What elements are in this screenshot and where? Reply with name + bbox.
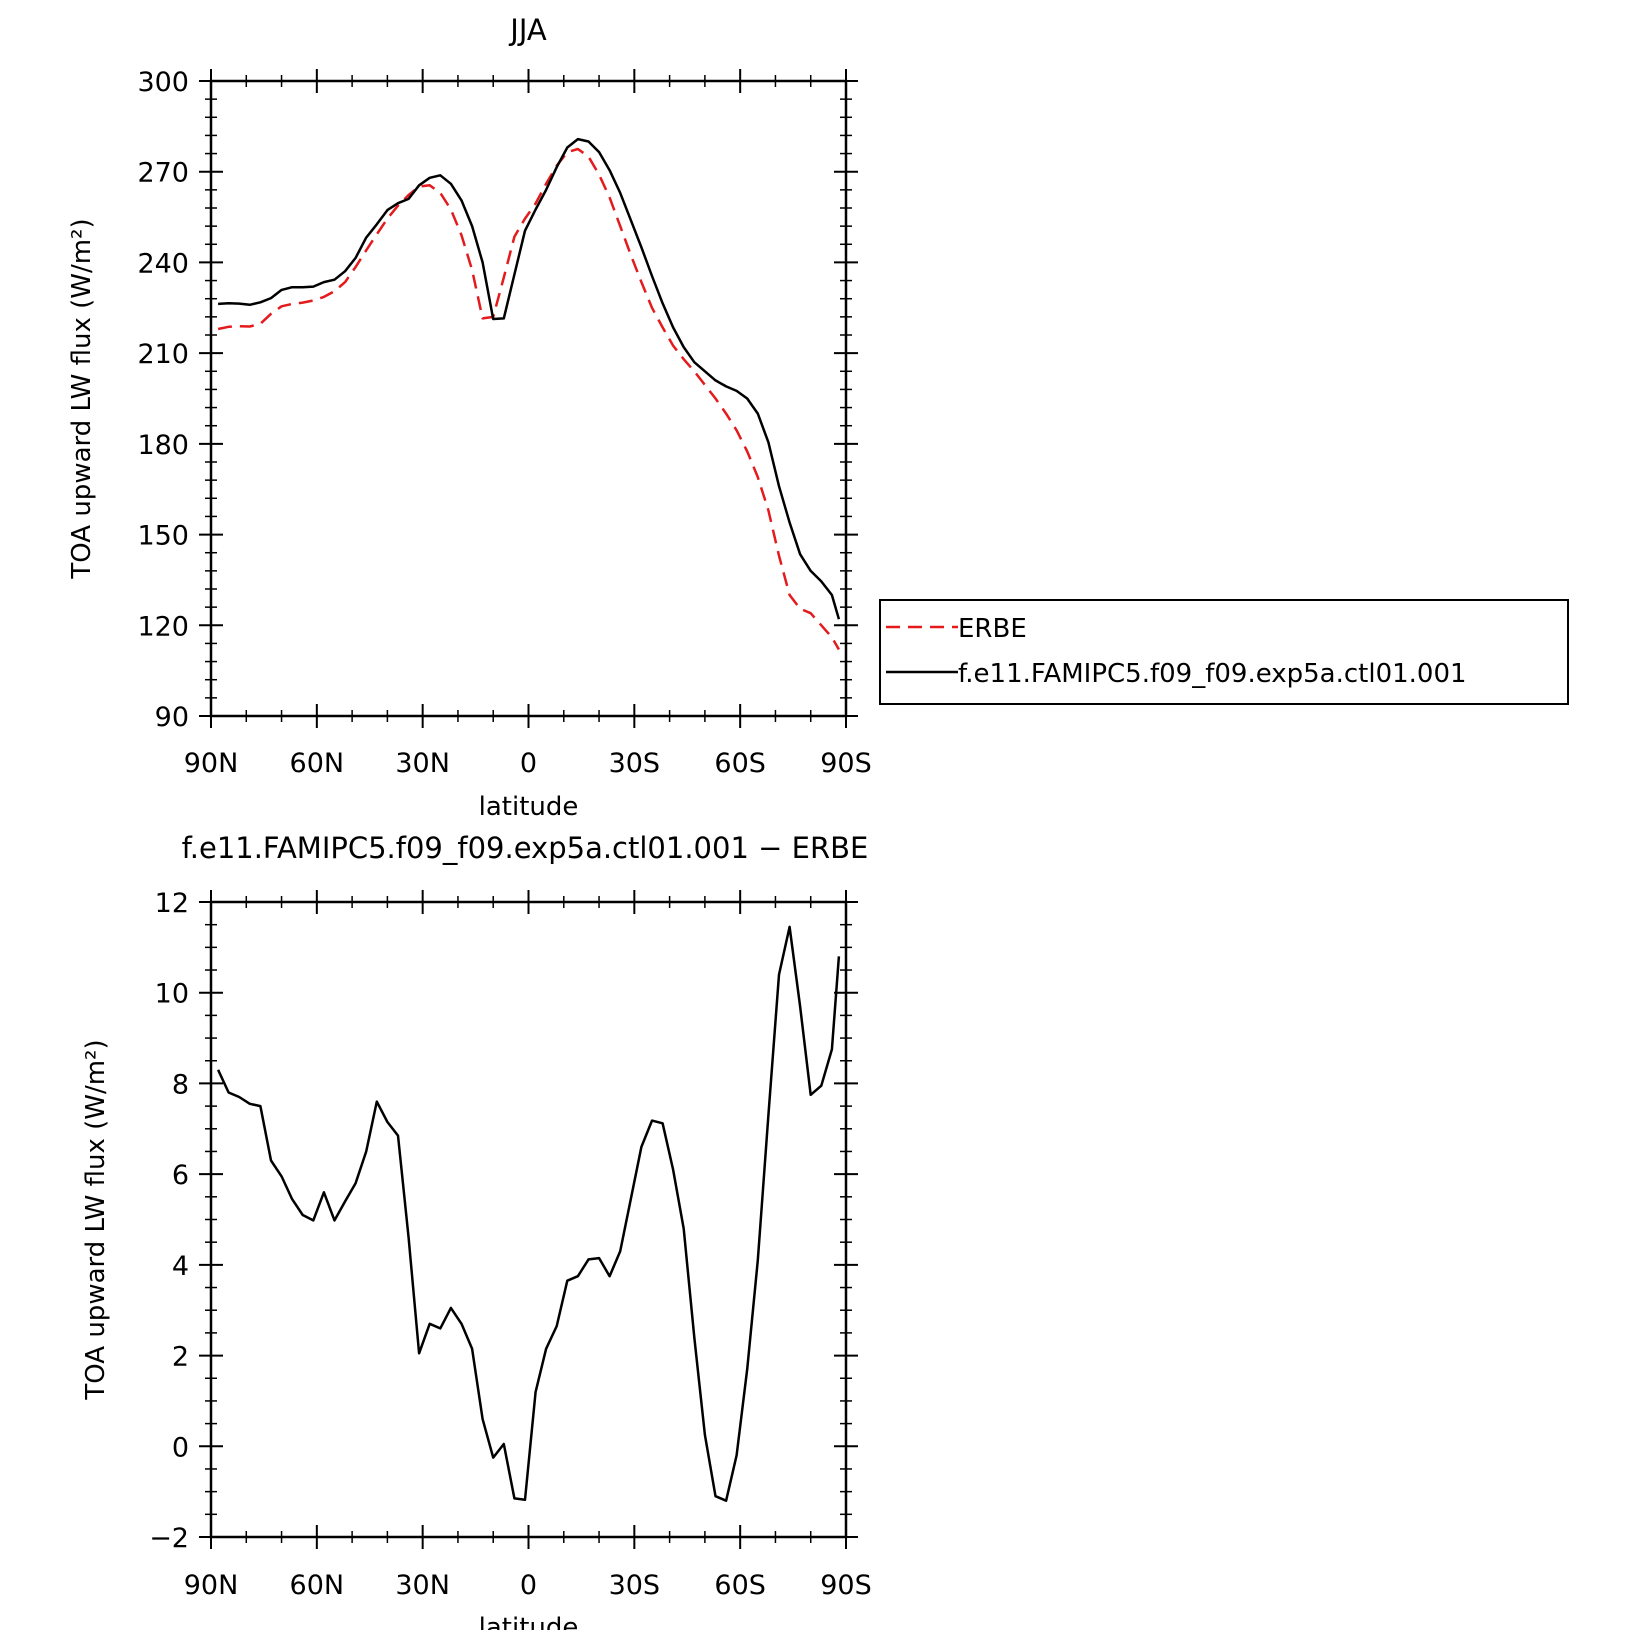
x-tick-label: 60N — [290, 1570, 345, 1601]
chart-title: JJA — [508, 13, 547, 47]
x-tick-label: 90N — [184, 748, 239, 779]
legend-label: f.e11.FAMIPC5.f09_f09.exp5a.ctl01.001 — [958, 659, 1467, 689]
legend-box — [879, 599, 1569, 705]
y-tick-label: 0 — [172, 1432, 189, 1463]
y-tick-label: 210 — [137, 339, 189, 370]
x-axis-label: latitude — [479, 792, 579, 822]
x-tick-label: 30S — [609, 1570, 661, 1601]
y-tick-label: 8 — [172, 1069, 189, 1100]
y-tick-label: 2 — [172, 1342, 189, 1373]
y-axis-label: TOA upward LW flux (W/m²) — [81, 1039, 111, 1400]
x-tick-label: 30S — [609, 748, 661, 779]
series-line-erbe — [217, 147, 840, 651]
plot-frame — [209, 900, 848, 1539]
x-tick-label: 90S — [820, 748, 872, 779]
y-tick-label: 6 — [172, 1160, 189, 1191]
y-tick-label: 150 — [137, 521, 189, 552]
x-tick-label: 90N — [184, 1570, 239, 1601]
series-line-model — [216, 925, 841, 1502]
x-tick-label: 60S — [714, 748, 766, 779]
x-tick-label: 90S — [820, 1570, 872, 1601]
x-tick-label: 0 — [520, 748, 537, 779]
y-tick-label: 120 — [137, 611, 189, 642]
y-tick-label: 240 — [137, 248, 189, 279]
x-tick-label: 30N — [395, 748, 450, 779]
bottom-panel: −2 0 2 4 6 8 10 12 90N 60N 30N 0 30S 60S 90S f.e11.FAMI… — [81, 831, 872, 1630]
y-axis-label: TOA upward LW flux (W/m²) — [67, 218, 97, 579]
y-tick-label: 4 — [172, 1251, 189, 1282]
y-tick-label: 12 — [155, 888, 189, 919]
y-tick-label: −2 — [149, 1523, 189, 1554]
top-panel: 90 120 150 180 210 240 270 300 90N 60N 30N 0 30S 60S 9… — [67, 13, 1569, 822]
x-axis-label: latitude — [479, 1613, 579, 1630]
x-tick-label: 60N — [290, 748, 345, 779]
y-tick-label: 10 — [155, 979, 189, 1010]
y-tick-label: 180 — [137, 430, 189, 461]
plot-frame — [209, 79, 848, 718]
y-tick-label: 90 — [155, 702, 189, 733]
x-tick-label: 60S — [714, 1570, 766, 1601]
x-tick-label: 30N — [395, 1570, 450, 1601]
chart-title: f.e11.FAMIPC5.f09_f09.exp5a.ctl01.001 − … — [182, 831, 869, 865]
y-tick-label: 300 — [137, 67, 189, 98]
series-line-model — [218, 137, 841, 620]
x-tick-label: 0 — [520, 1570, 537, 1601]
legend: ERBE f.e11.FAMIPC5.f09_f09.exp5a.ctl01.00… — [879, 599, 1569, 705]
legend-label: ERBE — [958, 614, 1027, 644]
y-tick-label: 270 — [137, 158, 189, 189]
